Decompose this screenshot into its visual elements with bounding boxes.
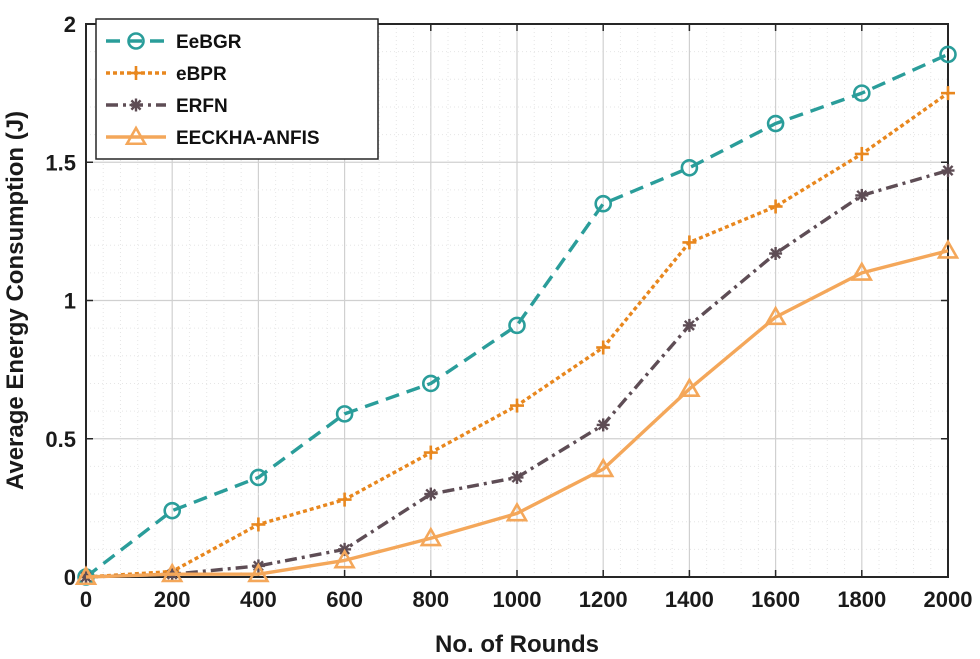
data-point xyxy=(423,445,438,460)
data-point xyxy=(764,305,787,326)
data-point xyxy=(247,562,270,583)
legend-label: ERFN xyxy=(176,96,228,117)
legend-marker xyxy=(129,98,143,112)
data-point xyxy=(596,418,610,432)
legend: EeBGR eBPR ERFN EECKHA-ANFIS xyxy=(95,18,379,160)
data-point xyxy=(680,158,699,177)
legend-label: EeBGR xyxy=(176,32,242,53)
data-point xyxy=(510,398,524,413)
data-point xyxy=(852,84,871,102)
series-eeckha-anfis xyxy=(74,239,960,586)
legend-marker xyxy=(124,125,148,146)
y-tick-label: 0 xyxy=(64,565,76,590)
x-tick-label: 1200 xyxy=(579,587,628,612)
data-point xyxy=(854,146,869,161)
data-point xyxy=(594,194,613,213)
legend-label: EECKHA-ANFIS xyxy=(176,128,320,149)
x-tick-label: 1800 xyxy=(837,587,886,612)
x-tick-label: 1400 xyxy=(665,587,714,612)
legend-item: EeBGR xyxy=(106,32,242,53)
y-tick-label: 1.5 xyxy=(45,150,76,175)
data-point xyxy=(678,377,701,398)
data-point xyxy=(333,548,356,569)
x-tick-label: 0 xyxy=(80,587,92,612)
x-tick-label: 600 xyxy=(326,587,363,612)
data-point xyxy=(768,199,783,214)
data-point xyxy=(941,164,955,178)
y-tick-label: 0.5 xyxy=(45,427,76,452)
data-point xyxy=(424,487,438,501)
data-point xyxy=(160,562,184,583)
legend-item: ERFN xyxy=(106,96,228,117)
data-point xyxy=(249,468,268,487)
x-tick-label: 200 xyxy=(154,587,191,612)
y-tick-label: 2 xyxy=(64,12,76,37)
data-point xyxy=(251,517,266,532)
data-point xyxy=(337,492,352,507)
data-point xyxy=(74,565,98,586)
data-point xyxy=(936,239,960,259)
data-point xyxy=(939,45,957,64)
data-point xyxy=(505,501,529,522)
series-group xyxy=(74,45,960,586)
series-eebgr xyxy=(77,45,957,586)
x-tick-label: 2000 xyxy=(924,587,973,612)
data-point xyxy=(850,261,874,281)
legend-item: eBPR xyxy=(106,64,227,85)
data-point xyxy=(163,501,181,520)
tick-labels: 0 200 400 600 800 1000 1200 1400 1600 1800 2000 0 0.… xyxy=(45,12,972,612)
data-point xyxy=(508,316,526,335)
x-tick-label: 800 xyxy=(412,587,449,612)
data-point xyxy=(419,526,443,547)
x-tick-label: 1600 xyxy=(751,587,800,612)
data-point xyxy=(941,86,955,101)
data-point xyxy=(510,470,524,484)
series-line xyxy=(85,249,949,579)
x-tick-label: 400 xyxy=(240,587,277,612)
data-point xyxy=(682,318,696,332)
data-point xyxy=(855,188,869,202)
data-point xyxy=(766,114,785,133)
legend-label: eBPR xyxy=(176,64,227,85)
legend-item: EECKHA-ANFIS xyxy=(106,125,320,149)
x-tick-label: 1000 xyxy=(493,587,542,612)
legend-marker xyxy=(129,66,143,80)
y-axis-label: Average Energy Consumption (J) xyxy=(2,111,29,490)
data-point xyxy=(596,340,611,355)
data-point xyxy=(682,235,697,250)
data-point xyxy=(335,405,354,423)
x-axis-label: No. of Rounds xyxy=(435,631,599,658)
legend-marker xyxy=(127,32,145,50)
data-point xyxy=(421,374,440,393)
data-point xyxy=(769,246,783,260)
data-point xyxy=(591,457,615,478)
y-tick-label: 1 xyxy=(64,289,76,314)
